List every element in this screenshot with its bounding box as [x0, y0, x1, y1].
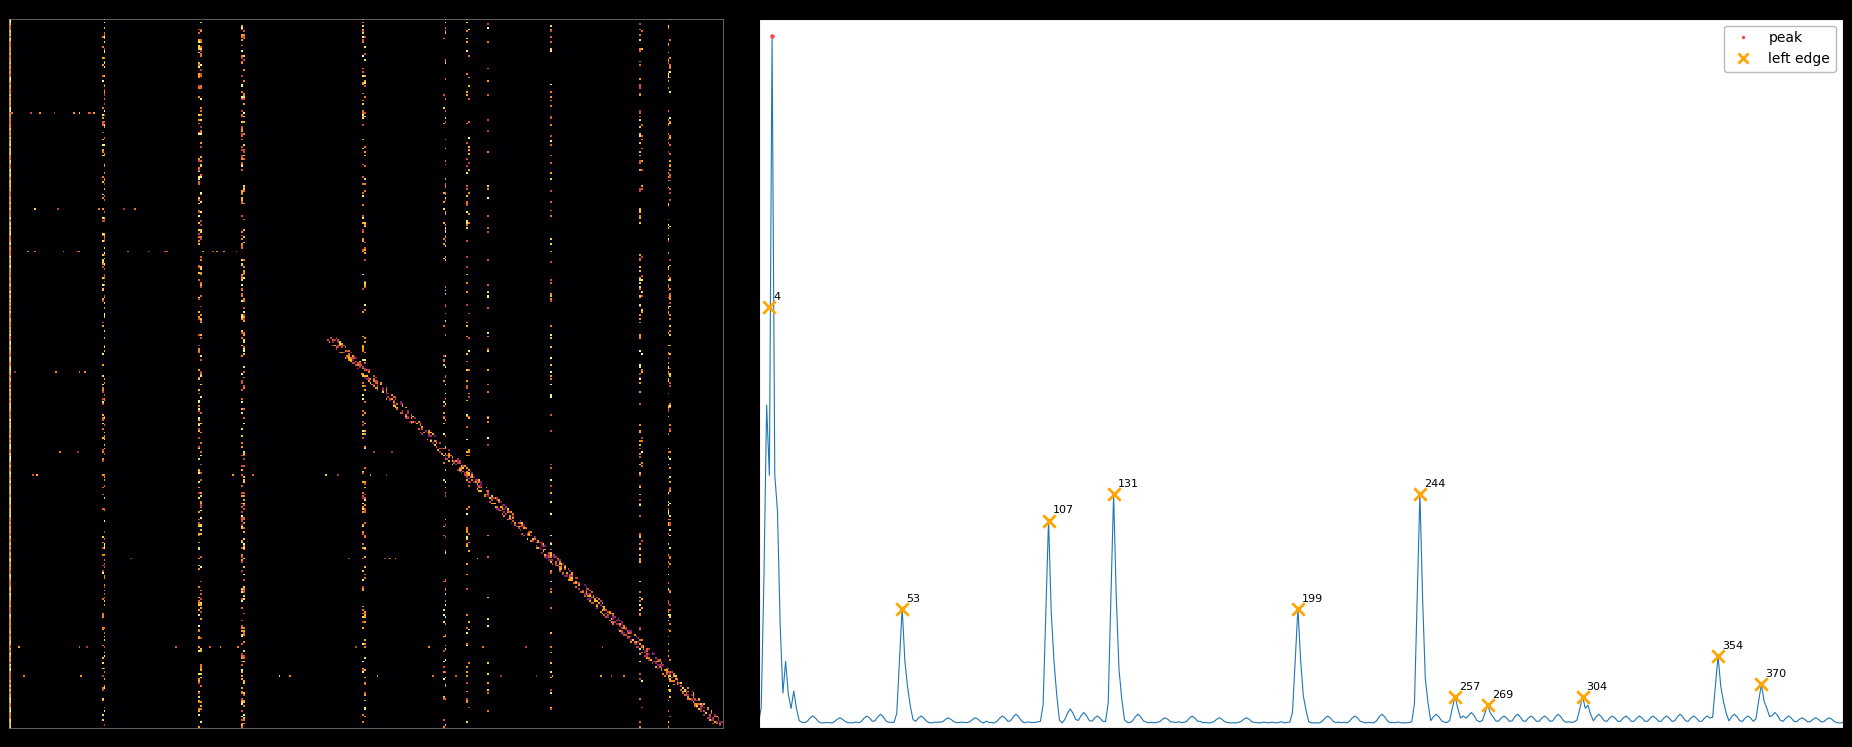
- Point: [1441, 691, 1470, 703]
- Text: 244: 244: [1424, 479, 1445, 489]
- Point: [1704, 650, 1733, 662]
- Text: 4: 4: [774, 292, 780, 303]
- Point: [1283, 603, 1313, 615]
- Point: [1283, 603, 1313, 615]
- Point: [1567, 691, 1596, 703]
- Text: 257: 257: [1459, 681, 1480, 692]
- Text: 269: 269: [1491, 690, 1513, 701]
- Point: [754, 302, 783, 314]
- Y-axis label: Num Queried: Num Queried: [704, 323, 719, 424]
- Point: [1441, 691, 1470, 703]
- Point: [1098, 488, 1128, 500]
- Text: 107: 107: [1052, 506, 1074, 515]
- Text: 304: 304: [1587, 681, 1608, 692]
- Point: [1746, 678, 1776, 690]
- Point: [1746, 678, 1776, 690]
- Text: 354: 354: [1722, 641, 1743, 651]
- Text: 199: 199: [1302, 594, 1322, 604]
- Point: [1033, 515, 1063, 527]
- Point: [1033, 515, 1063, 527]
- Point: [1098, 488, 1128, 500]
- Legend: peak, left edge: peak, left edge: [1724, 25, 1835, 72]
- Point: [1406, 488, 1435, 500]
- Text: 131: 131: [1117, 479, 1139, 489]
- Point: [887, 603, 917, 615]
- Point: [1704, 650, 1733, 662]
- Point: [887, 603, 917, 615]
- Text: 53: 53: [906, 594, 920, 604]
- Point: [1472, 699, 1502, 711]
- Point: [757, 31, 787, 43]
- Point: [1406, 488, 1435, 500]
- Text: 370: 370: [1765, 669, 1787, 679]
- Point: [1567, 691, 1596, 703]
- Point: [1472, 699, 1502, 711]
